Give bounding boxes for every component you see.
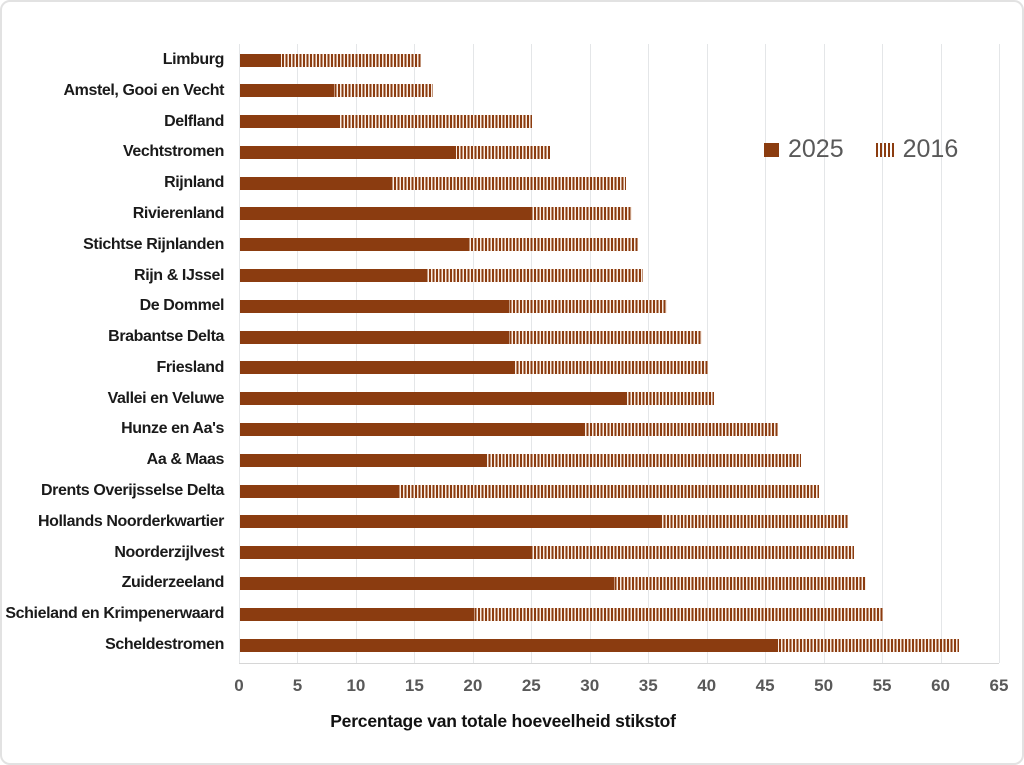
category-label: Aa & Maas: [146, 451, 225, 469]
x-axis-line: [239, 663, 999, 664]
bar-2025: [240, 330, 509, 344]
category-label: Schieland en Krimpenerwaard: [5, 605, 224, 623]
gridline: [414, 44, 416, 663]
category-label: Limburg: [162, 51, 225, 68]
gridline: [765, 44, 767, 663]
category-label: Drents Overijsselse Delta: [41, 482, 224, 500]
bar-2016: [240, 53, 422, 67]
bar-2025: [240, 84, 334, 98]
category-label: Rivierenland: [132, 204, 225, 222]
gridline: [648, 44, 650, 663]
category-label: Brabantse Delta: [108, 328, 224, 346]
category-label: Hollands Noorderkwartier: [37, 512, 224, 530]
legend-solid-swatch-icon: [764, 142, 779, 157]
x-tick-label: 15: [404, 676, 424, 695]
x-tick-label: 5: [292, 676, 303, 695]
gridline: [531, 44, 533, 663]
x-tick-label: 20: [463, 676, 483, 695]
gridline: [472, 44, 474, 663]
x-tick-label: 55: [872, 676, 892, 695]
gridline: [999, 44, 1000, 663]
legend-item-2025: 2025: [764, 137, 844, 162]
x-tick-label: 30: [580, 676, 600, 695]
gridline: [297, 44, 299, 663]
x-axis-title: Percentage van totale hoeveelheid stikst…: [330, 711, 676, 731]
category-label: Hunze en Aa's: [121, 420, 224, 438]
bar-2025: [240, 607, 474, 621]
gridline: [940, 44, 942, 663]
bar-2025: [240, 238, 468, 252]
category-label: Vechtstromen: [122, 143, 224, 161]
x-tick-label: 10: [346, 676, 366, 695]
bar-2025: [240, 484, 398, 498]
category-label: Rijnland: [164, 174, 224, 192]
x-tick-label: 65: [989, 676, 1009, 695]
bar-2025: [240, 361, 515, 375]
x-tick-label: 50: [814, 676, 834, 695]
legend-label-2025: 2025: [788, 135, 844, 163]
x-tick-label: 60: [931, 676, 950, 695]
bar-2025: [240, 269, 428, 283]
bar-2025: [240, 453, 486, 467]
category-label: Noorderzijlvest: [114, 543, 224, 561]
x-tick-label: 45: [755, 676, 775, 695]
bar-2025: [240, 176, 392, 190]
bar-2025: [240, 422, 585, 436]
bar-2025: [240, 515, 661, 529]
bar-2025: [240, 392, 626, 406]
category-label: Vallei en Veluwe: [107, 389, 225, 407]
category-label: Scheldestromen: [105, 636, 224, 653]
legend-label-2016: 2016: [902, 135, 959, 163]
gridline: [882, 44, 884, 663]
gridline: [589, 44, 591, 663]
x-tick-label: 40: [697, 676, 717, 695]
category-label: Zuiderzeeland: [121, 574, 225, 592]
bar-2025: [240, 546, 533, 560]
gridline: [706, 44, 708, 663]
legend: 2025 2016: [764, 137, 958, 162]
bar-2025: [240, 145, 457, 159]
x-tick-label: 25: [521, 676, 541, 695]
bar-2025: [240, 207, 533, 221]
x-tick-label: 0: [234, 676, 244, 695]
bar-2025: [240, 638, 778, 652]
category-label: Rijn & IJssel: [134, 266, 224, 284]
bar-2025: [240, 53, 281, 67]
legend-striped-swatch-icon: [875, 142, 894, 157]
x-tick-label: 35: [638, 676, 658, 695]
bar-2025: [240, 576, 615, 590]
gridline: [355, 44, 357, 663]
bar-2025: [240, 299, 509, 313]
gridline: [823, 44, 825, 663]
category-label: Amstel, Gooi en Vecht: [63, 81, 224, 99]
category-label: De Dommel: [139, 297, 225, 315]
legend-item-2016: 2016: [875, 135, 959, 163]
bar-2025: [240, 115, 340, 129]
category-label: Delfland: [164, 112, 224, 130]
gridline: [239, 44, 240, 663]
category-label: Stichtse Rijnlanden: [83, 235, 224, 253]
category-label: Friesland: [156, 358, 224, 376]
